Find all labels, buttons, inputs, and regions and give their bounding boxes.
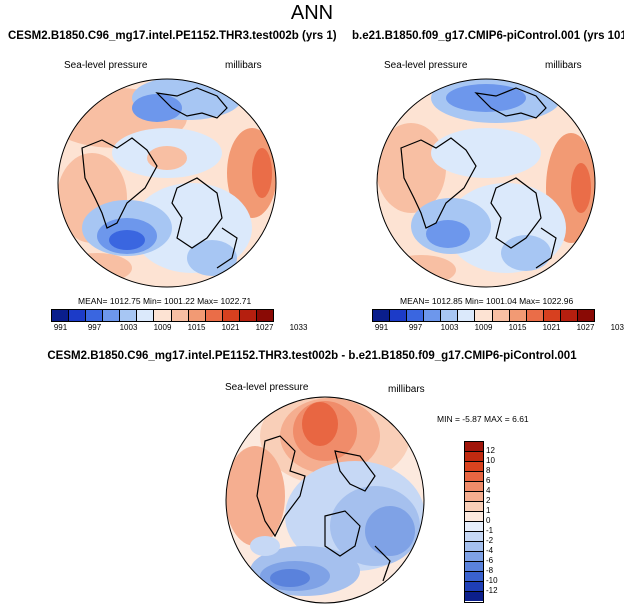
colorbar-tick-label: 2 (486, 496, 491, 505)
colorbar-swatch (465, 442, 483, 452)
colorbar-tick-label: 991 (53, 323, 68, 332)
colorbar-swatch (222, 310, 240, 321)
right-mean-stats: MEAN= 1012.85 Min= 1001.04 Max= 1022.96 (400, 296, 574, 306)
left-polar-map (57, 78, 277, 288)
colorbar-tick-label: 6 (486, 476, 491, 485)
colorbar-tick-label: 1021 (221, 323, 240, 332)
diff-minmax-stats: MIN = -5.87 MAX = 6.61 (437, 414, 529, 424)
colorbar-tick-label: 1003 (119, 323, 138, 332)
diff-colorbar (464, 441, 484, 603)
colorbar-swatch (171, 310, 189, 321)
colorbar-swatch (465, 572, 483, 582)
colorbar-tick-label: -12 (486, 586, 498, 595)
colorbar-swatch (407, 310, 425, 321)
colorbar-swatch (239, 310, 257, 321)
colorbar-swatch (560, 310, 578, 321)
colorbar-swatch (465, 532, 483, 542)
colorbar-swatch (120, 310, 138, 321)
colorbar-swatch (509, 310, 527, 321)
colorbar-swatch (52, 310, 70, 321)
colorbar-swatch (465, 472, 483, 482)
colorbar-swatch (465, 592, 483, 601)
colorbar-tick-label: 997 (87, 323, 102, 332)
left-units-label: millibars (225, 60, 262, 71)
colorbar-swatch (205, 310, 223, 321)
left-variable-label: Sea-level pressure (64, 60, 148, 71)
colorbar-tick-label: 10 (486, 456, 495, 465)
colorbar-swatch (465, 522, 483, 532)
colorbar-swatch (86, 310, 104, 321)
left-colorbar (51, 309, 274, 322)
colorbar-swatch (154, 310, 172, 321)
colorbar-tick-label: 0 (486, 516, 491, 525)
colorbar-tick-label: 1027 (255, 323, 274, 332)
colorbar-swatch (577, 310, 595, 321)
right-colorbar (372, 309, 595, 322)
colorbar-tick-label: -1 (486, 526, 494, 535)
colorbar-swatch (475, 310, 493, 321)
colorbar-tick-label: -2 (486, 536, 494, 545)
right-panel-title: b.e21.B1850.f09_g17.CMIP6-piControl.001 … (352, 30, 624, 42)
left-mean-stats: MEAN= 1012.75 Min= 1001.22 Max= 1022.71 (78, 296, 252, 306)
colorbar-swatch (465, 462, 483, 472)
colorbar-swatch (465, 492, 483, 502)
colorbar-tick-label: -6 (486, 556, 494, 565)
colorbar-swatch (137, 310, 155, 321)
colorbar-swatch (465, 582, 483, 592)
page-title: ANN (290, 2, 334, 24)
colorbar-swatch (424, 310, 442, 321)
colorbar-swatch (103, 310, 121, 321)
colorbar-tick-label: 1 (486, 506, 491, 515)
colorbar-tick-label: 1009 (474, 323, 493, 332)
colorbar-tick-label: 1027 (576, 323, 595, 332)
colorbar-tick-label: 1009 (153, 323, 172, 332)
colorbar-swatch (465, 452, 483, 462)
colorbar-swatch (465, 552, 483, 562)
colorbar-swatch (69, 310, 87, 321)
colorbar-tick-label: 997 (408, 323, 423, 332)
colorbar-swatch (465, 512, 483, 522)
colorbar-tick-label: 4 (486, 486, 491, 495)
colorbar-swatch (492, 310, 510, 321)
diff-polar-map (225, 396, 425, 604)
colorbar-tick-label: 1015 (187, 323, 206, 332)
colorbar-tick-label: -8 (486, 566, 494, 575)
colorbar-tick-label: 1033 (289, 323, 308, 332)
colorbar-tick-label: 991 (374, 323, 389, 332)
diff-panel-title: CESM2.B1850.C96_mg17.intel.PE1152.THR3.t… (47, 350, 577, 362)
colorbar-swatch (465, 482, 483, 492)
colorbar-swatch (256, 310, 274, 321)
colorbar-swatch (526, 310, 544, 321)
colorbar-tick-label: 12 (486, 446, 495, 455)
colorbar-swatch (465, 562, 483, 572)
colorbar-swatch (465, 542, 483, 552)
diff-units-label: millibars (388, 384, 425, 395)
colorbar-tick-label: -10 (486, 576, 498, 585)
colorbar-swatch (458, 310, 476, 321)
colorbar-tick-label: 1033 (610, 323, 624, 332)
colorbar-swatch (543, 310, 561, 321)
colorbar-tick-label: 1003 (440, 323, 459, 332)
colorbar-tick-label: 8 (486, 466, 491, 475)
colorbar-swatch (441, 310, 459, 321)
colorbar-tick-label: -4 (486, 546, 494, 555)
colorbar-swatch (373, 310, 391, 321)
colorbar-swatch (465, 502, 483, 512)
diff-variable-label: Sea-level pressure (225, 382, 309, 393)
left-panel-title: CESM2.B1850.C96_mg17.intel.PE1152.THR3.t… (8, 30, 337, 42)
colorbar-swatch (188, 310, 206, 321)
colorbar-tick-label: 1015 (508, 323, 527, 332)
right-units-label: millibars (545, 60, 582, 71)
right-polar-map (376, 78, 596, 288)
colorbar-swatch (390, 310, 408, 321)
colorbar-tick-label: 1021 (542, 323, 561, 332)
right-variable-label: Sea-level pressure (384, 60, 468, 71)
